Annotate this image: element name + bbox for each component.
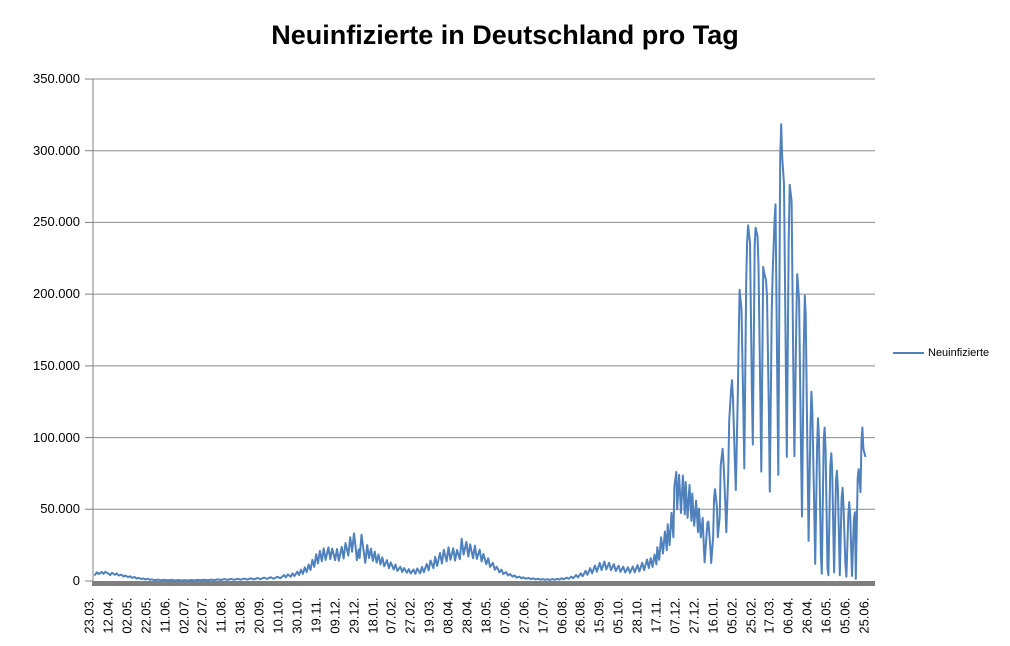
x-axis-tick-label: 22.07. <box>194 597 210 634</box>
x-axis-tick-label: 27.02. <box>402 597 418 634</box>
y-axis-tick-label: 300.000 <box>33 142 80 158</box>
x-axis-tick-label: 16.05. <box>818 597 834 634</box>
series-line-neuinfizierte <box>94 123 867 582</box>
x-axis-tick-label: 08.04. <box>440 597 456 634</box>
x-axis-tick-label: 09.12. <box>327 597 343 634</box>
x-axis-tick-label: 05.06. <box>837 597 853 634</box>
x-axis-tick-label: 06.08. <box>554 597 570 634</box>
x-axis-tick-label: 27.12. <box>686 597 702 634</box>
x-axis-tick-label: 22.05. <box>138 597 154 634</box>
x-axis-tick-label: 29.12. <box>346 597 362 634</box>
x-axis-tick-label: 27.06. <box>516 597 532 634</box>
y-axis-tick-label: 50.000 <box>40 501 80 517</box>
x-axis-tick-label: 28.04. <box>459 597 475 634</box>
x-axis-tick-label: 15.09. <box>591 597 607 634</box>
x-axis-tick-label: 17.11. <box>648 597 664 633</box>
x-axis-tick-label: 16.01. <box>705 597 721 634</box>
legend-line-swatch <box>893 352 924 354</box>
x-axis-tick-label: 11.06. <box>157 597 173 633</box>
x-axis-tick-label: 17.03. <box>761 597 777 634</box>
x-axis-tick-label: 02.05. <box>119 597 135 634</box>
y-axis-tick-label: 250.000 <box>33 214 80 230</box>
x-axis-tick-label: 12.04. <box>100 597 116 634</box>
legend-label: Neuinfizierte <box>928 347 990 359</box>
x-axis-tick-label: 07.12. <box>667 597 683 634</box>
x-axis-tick-label: 11.08. <box>213 597 229 633</box>
y-axis-tick-label: 100.000 <box>33 429 80 445</box>
x-axis-tick-label: 23.03. <box>81 597 97 634</box>
y-axis-tick-label: 150.000 <box>33 357 80 373</box>
legend: Neuinfizierte <box>893 345 989 361</box>
x-axis-tick-label: 26.08. <box>572 597 588 634</box>
x-axis-tick-label: 19.03. <box>421 597 437 634</box>
x-axis-tick-label: 25.02. <box>743 597 759 634</box>
x-axis-tick-label: 06.04. <box>780 597 796 634</box>
x-axis-tick-label: 07.06. <box>497 597 513 634</box>
x-axis-tick-label: 05.10. <box>610 597 626 634</box>
x-axis-tick-label: 25.06. <box>856 597 872 634</box>
x-axis-tick-label: 18.05. <box>478 597 494 634</box>
x-axis-tick-label: 28.10. <box>629 597 645 634</box>
y-axis-tick-label: 0 <box>72 573 80 588</box>
x-axis-tick-label: 05.02. <box>724 597 740 634</box>
chart-title: Neuinfizierte in Deutschland pro Tag <box>271 20 739 50</box>
x-axis-tick-label: 07.02. <box>383 597 399 634</box>
x-axis-tick-label: 26.04. <box>799 597 815 634</box>
x-axis-tick-label: 17.07. <box>535 597 551 634</box>
x-axis-tick-label: 19.11. <box>308 597 324 633</box>
x-axis-tick-label: 02.07. <box>176 597 191 634</box>
y-axis-tick-label: 350.000 <box>33 71 80 86</box>
x-axis-tick-label: 10.10. <box>270 597 286 634</box>
y-axis-tick-label: 200.000 <box>33 286 80 302</box>
x-axis-tick-label: 20.09. <box>251 597 267 634</box>
x-axis-tick-label: 18.01. <box>365 597 381 634</box>
x-axis-tick-label: 30.10. <box>289 597 305 634</box>
x-axis-tick-label: 31.08. <box>232 597 248 634</box>
